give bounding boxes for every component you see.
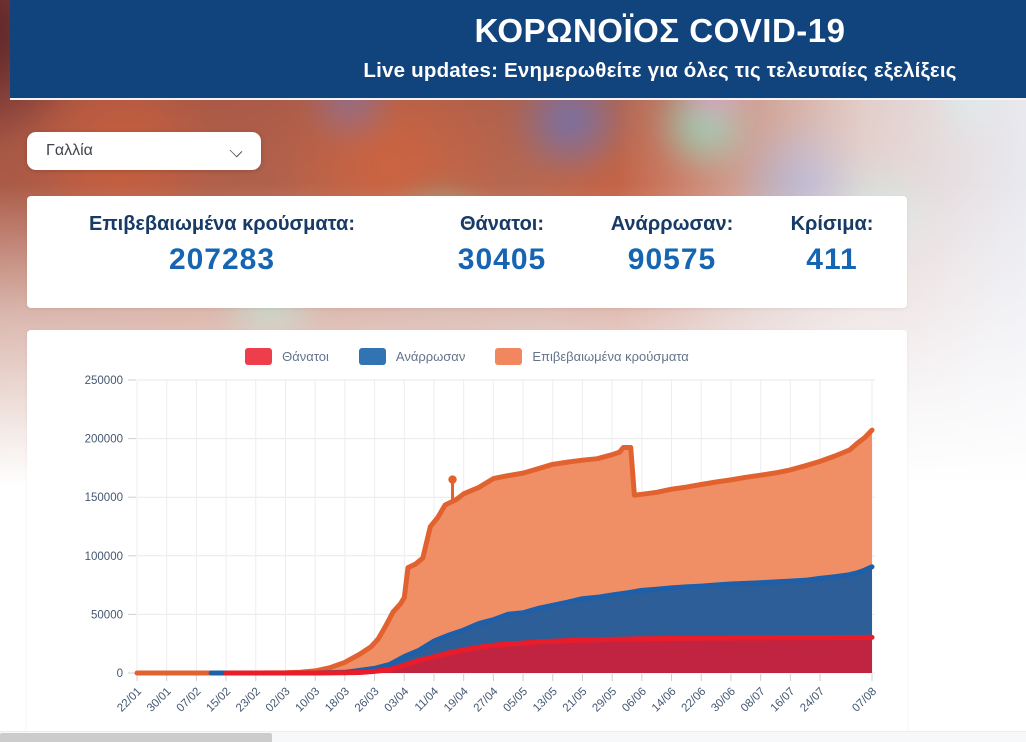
svg-text:27/04: 27/04: [472, 685, 501, 714]
svg-text:06/06: 06/06: [620, 686, 649, 715]
header-inner: ΚΟΡΩΝΟΪΟΣ COVID-19 Live updates: Ενημερω…: [10, 0, 1026, 83]
stat-deaths-label: Θάνατοι:: [459, 213, 545, 235]
svg-text:08/07: 08/07: [739, 686, 768, 715]
horizontal-scrollbar-thumb[interactable]: [0, 733, 272, 742]
svg-text:24/07: 24/07: [798, 686, 827, 715]
svg-text:30/01: 30/01: [145, 686, 174, 715]
svg-text:22/06: 22/06: [680, 686, 709, 715]
svg-text:100000: 100000: [85, 551, 123, 563]
svg-text:200000: 200000: [85, 434, 123, 446]
chart-legend: Θάνατοι Ανάρρωσαν Επιβεβαιωμένα κρούσματα: [27, 348, 907, 365]
legend-item-1[interactable]: Ανάρρωσαν: [358, 348, 466, 365]
svg-text:23/02: 23/02: [234, 686, 263, 715]
legend-label: Επιβεβαιωμένα κρούσματα: [532, 349, 689, 364]
page-subtitle: Live updates: Ενημερωθείτε για όλες τις …: [363, 59, 957, 82]
svg-text:21/05: 21/05: [561, 686, 590, 715]
svg-text:11/04: 11/04: [413, 685, 442, 714]
legend-swatch: [495, 348, 523, 365]
stat-confirmed-label: Επιβεβαιωμένα κρούσματα:: [88, 213, 355, 235]
legend-item-0[interactable]: Θάνατοι: [245, 348, 329, 365]
svg-text:26/03: 26/03: [353, 686, 382, 715]
legend-swatch: [358, 348, 386, 365]
svg-text:29/05: 29/05: [590, 686, 619, 715]
covid-area-chart: 0 50000 100000 150000 200000 250000 22/01 30/01…: [85, 375, 879, 715]
country-select[interactable]: Γαλλία: [27, 132, 261, 170]
stat-recovered: Ανάρρωσαν: 90575: [587, 213, 757, 308]
svg-text:18/03: 18/03: [323, 686, 352, 715]
svg-text:03/04: 03/04: [383, 685, 412, 714]
svg-text:07/08: 07/08: [850, 686, 879, 715]
stat-critical-value: 411: [806, 243, 858, 276]
svg-text:05/05: 05/05: [501, 686, 530, 715]
svg-text:07/02: 07/02: [175, 686, 204, 715]
svg-text:10/03: 10/03: [293, 686, 322, 715]
svg-text:0: 0: [117, 668, 123, 680]
stat-deaths: Θάνατοι: 30405: [417, 213, 587, 308]
svg-text:22/01: 22/01: [115, 686, 144, 715]
horizontal-scrollbar-track: [0, 731, 1026, 742]
legend-swatch: [245, 348, 273, 365]
svg-text:14/06: 14/06: [650, 686, 679, 715]
svg-text:02/03: 02/03: [264, 686, 293, 715]
legend-label: Ανάρρωσαν: [395, 349, 466, 364]
legend-label: Θάνατοι: [282, 349, 329, 364]
stat-confirmed-value: 207283: [168, 243, 276, 276]
svg-text:50000: 50000: [91, 609, 123, 621]
svg-text:15/02: 15/02: [204, 686, 233, 715]
page-title: ΚΟΡΩΝΟΪΟΣ COVID-19: [474, 12, 846, 49]
svg-text:150000: 150000: [85, 492, 123, 504]
svg-text:19/04: 19/04: [442, 685, 471, 714]
svg-text:16/07: 16/07: [769, 686, 798, 715]
svg-text:30/06: 30/06: [709, 686, 738, 715]
svg-text:250000: 250000: [85, 375, 123, 387]
country-select-value: Γαλλία: [46, 142, 93, 159]
stat-recovered-value: 90575: [627, 243, 717, 276]
header-banner: ΚΟΡΩΝΟΪΟΣ COVID-19 Live updates: Ενημερω…: [10, 0, 1026, 100]
stats-card: Επιβεβαιωμένα κρούσματα: 207283 Θάνατοι:…: [27, 196, 907, 308]
chevron-down-icon: [229, 144, 243, 158]
svg-text:13/05: 13/05: [531, 686, 560, 715]
legend-item-2[interactable]: Επιβεβαιωμένα κρούσματα: [495, 348, 689, 365]
stat-confirmed: Επιβεβαιωμένα κρούσματα: 207283: [27, 213, 417, 308]
stat-recovered-label: Ανάρρωσαν:: [610, 213, 734, 235]
stat-deaths-value: 30405: [457, 243, 547, 276]
stat-critical: Κρίσιμα: 411: [757, 213, 907, 308]
stat-critical-label: Κρίσιμα:: [790, 213, 874, 235]
chart-card: Θάνατοι Ανάρρωσαν Επιβεβαιωμένα κρούσματα …: [27, 330, 907, 742]
